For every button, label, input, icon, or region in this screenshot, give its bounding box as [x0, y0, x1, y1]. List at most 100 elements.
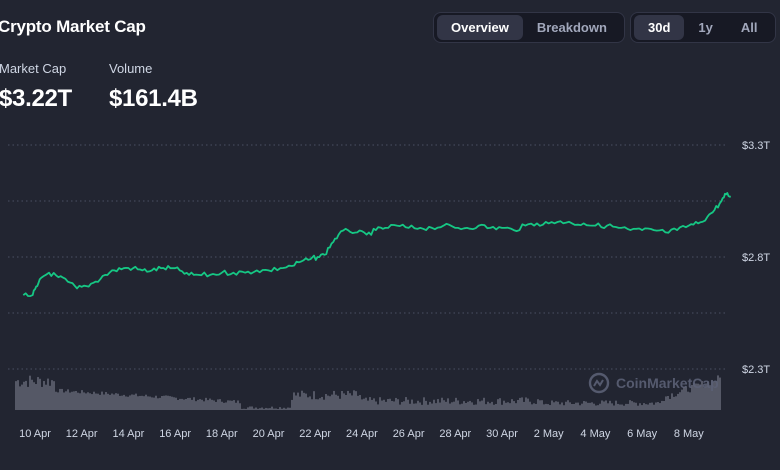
chart-title: Crypto Market Cap — [0, 17, 146, 36]
volume-bar — [607, 403, 609, 410]
volume-bar — [693, 383, 695, 410]
x-tick-label: 12 Apr — [66, 428, 98, 440]
volume-bar — [55, 391, 57, 410]
volume-bar — [717, 375, 719, 410]
volume-bar — [423, 397, 425, 410]
volume-bar — [487, 401, 489, 410]
volume-bar — [551, 400, 553, 410]
volume-bar — [517, 399, 519, 410]
volume-bar — [569, 402, 571, 410]
volume-bar — [257, 408, 259, 410]
volume-bar — [613, 405, 615, 410]
volume-bar — [395, 397, 397, 410]
volume-bar — [185, 398, 187, 410]
volume-bar — [455, 397, 457, 410]
volume-bar — [81, 390, 83, 410]
volume-bar — [351, 395, 353, 410]
volume-bar — [651, 402, 653, 410]
volume-bar — [193, 397, 195, 410]
volume-bar — [645, 404, 647, 410]
range-30d[interactable]: 30d — [634, 15, 685, 40]
volume-bar — [321, 396, 323, 410]
volume-bar — [223, 402, 225, 410]
volume-bar — [663, 400, 665, 410]
volume-label: Volume — [109, 61, 153, 76]
volume-bar — [467, 401, 469, 410]
volume-bar — [643, 403, 645, 410]
volume-bar — [245, 408, 247, 410]
volume-bar — [169, 396, 171, 410]
volume-bar — [241, 408, 243, 410]
volume-bar — [269, 408, 271, 410]
x-tick-label: 22 Apr — [299, 428, 331, 440]
volume-bar — [305, 393, 307, 410]
volume-bar — [573, 403, 575, 410]
volume-bar — [97, 393, 99, 410]
volume-bar — [533, 403, 535, 410]
volume-bar — [301, 390, 303, 410]
tab-breakdown[interactable]: Breakdown — [536, 20, 607, 35]
volume-bar — [253, 408, 255, 410]
volume-bar — [187, 397, 189, 410]
volume-bar — [335, 394, 337, 410]
volume-bar — [231, 400, 233, 410]
volume-bar — [277, 408, 279, 410]
volume-bar — [409, 403, 411, 410]
volume-bar — [425, 400, 427, 410]
volume-bar — [447, 398, 449, 410]
volume-bar — [451, 402, 453, 410]
volume-bar — [461, 403, 463, 410]
volume-bar — [625, 403, 627, 410]
volume-bar — [685, 386, 687, 410]
volume-bar — [661, 400, 663, 410]
volume-bar — [391, 400, 393, 410]
volume-bar — [531, 404, 533, 410]
volume-bar — [101, 391, 103, 410]
volume-bar — [15, 381, 17, 410]
volume-bar — [227, 400, 229, 410]
volume-bar — [445, 401, 447, 410]
volume-bar — [271, 406, 273, 410]
volume-bar — [203, 401, 205, 410]
range-all[interactable]: All — [740, 20, 758, 35]
x-tick-label: 6 May — [627, 428, 657, 440]
volume-bar — [477, 399, 479, 410]
volume-bar — [465, 402, 467, 410]
volume-bar — [117, 393, 119, 410]
volume-bar — [285, 408, 287, 410]
volume-bar — [603, 401, 605, 410]
volume-bar — [189, 397, 191, 410]
volume-bar — [541, 400, 543, 410]
x-tick-label: 26 Apr — [393, 428, 425, 440]
volume-bar — [211, 399, 213, 410]
volume-bar — [217, 399, 219, 410]
volume-bar — [181, 398, 183, 410]
volume-bar — [353, 390, 355, 410]
volume-bar — [567, 400, 569, 410]
volume-bar — [687, 391, 689, 410]
volume-bar — [705, 384, 707, 410]
volume-bar — [609, 400, 611, 410]
volume-bar — [563, 405, 565, 410]
volume-bar — [281, 408, 283, 410]
volume-bar — [251, 406, 253, 410]
volume-bar — [171, 396, 173, 410]
volume-bar — [243, 408, 245, 410]
volume-bar — [593, 403, 595, 410]
volume-bar — [495, 403, 497, 410]
tab-overview[interactable]: Overview — [437, 15, 523, 40]
volume-bar — [389, 398, 391, 410]
volume-bar — [275, 408, 277, 410]
volume-bar — [219, 399, 221, 410]
volume-bar — [57, 392, 59, 410]
volume-bar — [549, 405, 551, 410]
volume-bar — [331, 394, 333, 410]
volume-bar — [439, 402, 441, 410]
volume-bar — [401, 402, 403, 410]
volume-bar — [619, 404, 621, 410]
volume-bar — [79, 393, 81, 410]
volume-bar — [419, 402, 421, 410]
volume-bar — [115, 393, 117, 410]
volume-bar — [561, 402, 563, 410]
range-1y[interactable]: 1y — [698, 20, 713, 35]
